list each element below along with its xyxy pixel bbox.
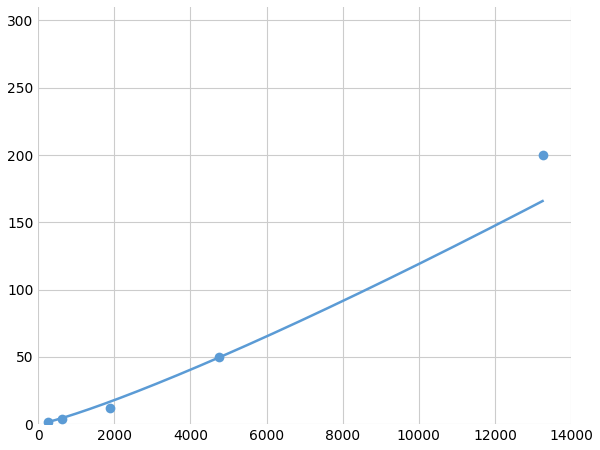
- Point: [105, 405, 115, 412]
- Point: [43, 418, 52, 425]
- Point: [538, 151, 547, 158]
- Point: [214, 353, 224, 360]
- Point: [57, 415, 67, 423]
